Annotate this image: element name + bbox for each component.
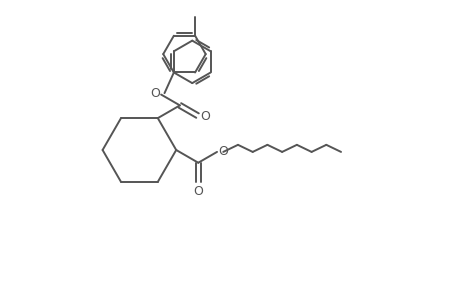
Text: O: O [218, 145, 228, 158]
Text: O: O [193, 185, 203, 198]
Text: O: O [150, 87, 159, 100]
Text: O: O [199, 110, 209, 124]
